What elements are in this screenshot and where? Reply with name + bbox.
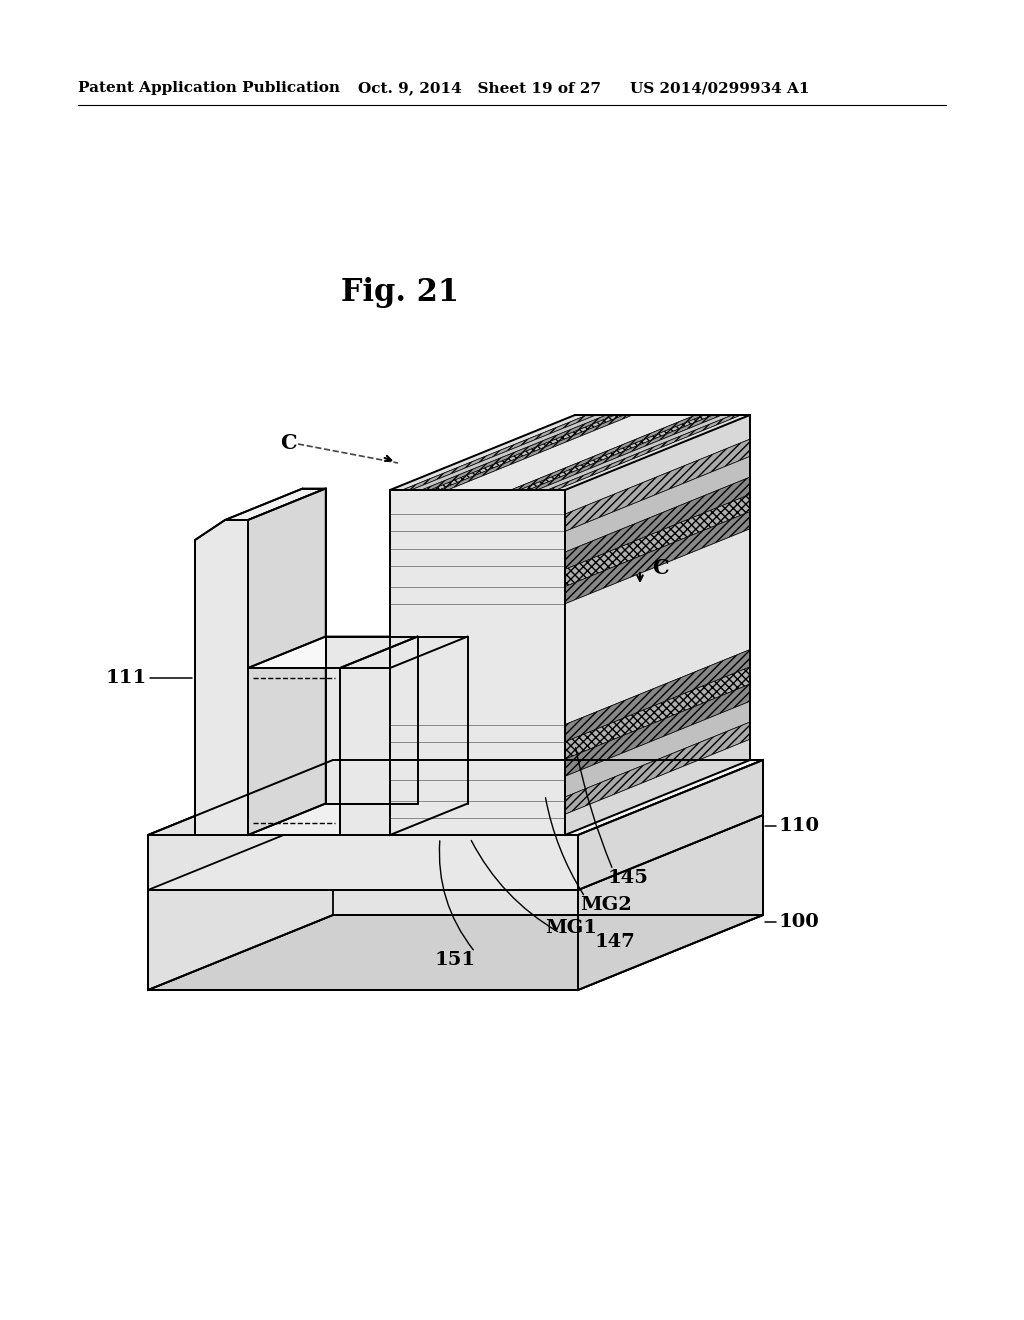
- Text: 110: 110: [779, 817, 820, 836]
- Polygon shape: [565, 667, 750, 759]
- Polygon shape: [578, 814, 763, 990]
- Polygon shape: [439, 414, 633, 490]
- Polygon shape: [422, 414, 615, 490]
- Polygon shape: [248, 636, 418, 668]
- Text: F1: F1: [253, 751, 276, 767]
- Polygon shape: [447, 414, 695, 490]
- Polygon shape: [565, 739, 750, 836]
- Polygon shape: [390, 414, 587, 490]
- Polygon shape: [578, 760, 763, 890]
- Polygon shape: [195, 520, 248, 836]
- Polygon shape: [565, 529, 750, 725]
- Polygon shape: [565, 414, 750, 515]
- Polygon shape: [390, 636, 468, 836]
- Text: C: C: [280, 433, 296, 453]
- Polygon shape: [418, 627, 433, 804]
- Polygon shape: [248, 668, 340, 836]
- Polygon shape: [326, 636, 418, 804]
- Polygon shape: [402, 414, 596, 490]
- Polygon shape: [548, 414, 741, 490]
- Polygon shape: [565, 440, 750, 532]
- Polygon shape: [148, 890, 578, 990]
- Polygon shape: [430, 414, 624, 490]
- Polygon shape: [556, 414, 750, 490]
- Polygon shape: [565, 457, 750, 552]
- Polygon shape: [390, 490, 565, 836]
- Text: 151: 151: [434, 950, 475, 969]
- Polygon shape: [340, 636, 468, 668]
- Polygon shape: [565, 649, 750, 742]
- Polygon shape: [340, 668, 390, 836]
- Polygon shape: [537, 414, 732, 490]
- Polygon shape: [248, 488, 326, 836]
- Polygon shape: [148, 836, 578, 890]
- Polygon shape: [565, 512, 750, 603]
- Text: C: C: [652, 558, 669, 578]
- Polygon shape: [225, 488, 326, 520]
- Text: Fig. 21: Fig. 21: [341, 277, 459, 309]
- Text: 100: 100: [779, 913, 820, 931]
- Polygon shape: [519, 414, 714, 490]
- Polygon shape: [565, 701, 750, 797]
- Text: Patent Application Publication: Patent Application Publication: [78, 81, 340, 95]
- Polygon shape: [148, 814, 333, 990]
- Text: 145: 145: [608, 869, 649, 887]
- Polygon shape: [528, 414, 722, 490]
- Text: Oct. 9, 2014   Sheet 19 of 27: Oct. 9, 2014 Sheet 19 of 27: [358, 81, 601, 95]
- Text: MG2: MG2: [580, 896, 632, 913]
- Polygon shape: [565, 495, 750, 586]
- Polygon shape: [411, 414, 606, 490]
- Text: US 2014/0299934 A1: US 2014/0299934 A1: [630, 81, 810, 95]
- Text: 111: 111: [105, 669, 147, 686]
- Polygon shape: [565, 684, 750, 776]
- Polygon shape: [148, 760, 333, 890]
- Text: 147: 147: [595, 933, 636, 950]
- Polygon shape: [148, 915, 763, 990]
- Polygon shape: [148, 814, 763, 890]
- Polygon shape: [511, 414, 705, 490]
- Polygon shape: [148, 760, 763, 836]
- Text: MG1: MG1: [545, 919, 597, 937]
- Polygon shape: [565, 722, 750, 814]
- Polygon shape: [565, 477, 750, 569]
